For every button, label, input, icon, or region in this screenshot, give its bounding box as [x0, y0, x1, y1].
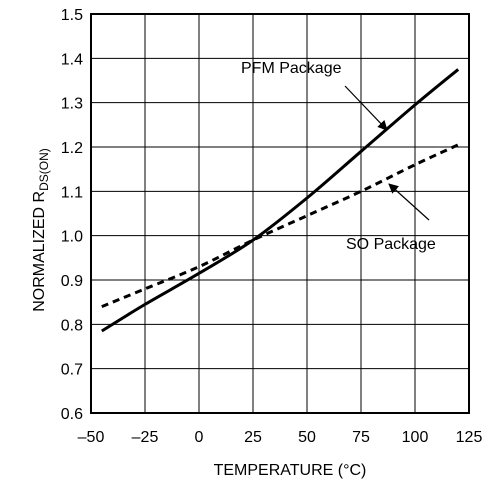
x-tick-label: 125 — [456, 429, 483, 446]
y-axis-label: NORMALIZED RDS(ON) — [31, 148, 51, 312]
y-tick-label: 0.9 — [61, 273, 83, 290]
x-tick-label: 50 — [298, 429, 316, 446]
y-tick-label: 0.7 — [61, 362, 83, 379]
annotation-arrow — [388, 183, 430, 221]
y-tick-label: 1.1 — [61, 184, 83, 201]
x-tick-label: –25 — [132, 429, 159, 446]
grid — [91, 14, 469, 413]
annotations: PFM Package SO Package — [241, 60, 436, 253]
y-tick-label: 1.4 — [61, 51, 83, 68]
annotation-so-package: SO Package — [346, 236, 436, 253]
y-tick-label: 1.5 — [61, 7, 83, 24]
y-tick-label: 0.6 — [61, 406, 83, 423]
x-tick-label: 75 — [352, 429, 370, 446]
y-tick-label: 0.8 — [61, 317, 83, 334]
y-axis-label-subscript: DS(ON) — [37, 148, 51, 191]
x-tick-label: 25 — [244, 429, 262, 446]
y-tick-label: 1.3 — [61, 96, 83, 113]
tick-labels: –50 –25 0 25 50 75 100 125 0.6 0.7 0.8 0.9 1.0 1.1 1.2… — [61, 7, 483, 446]
x-tick-label: 100 — [402, 429, 429, 446]
series-layer — [101, 68, 460, 333]
x-tick-label: –50 — [78, 429, 105, 446]
plot-frame — [90, 13, 470, 414]
y-tick-label: 1.2 — [61, 140, 83, 157]
y-axis-label-main: NORMALIZED R — [31, 191, 48, 312]
y-tick-label: 1.0 — [61, 229, 83, 246]
x-tick-label: 0 — [195, 429, 204, 446]
annotation-arrow — [344, 85, 388, 131]
annotation-pfm-package: PFM Package — [241, 60, 342, 77]
x-axis-label: TEMPERATURE (°C) — [214, 462, 367, 479]
series-line-so-package — [101, 143, 459, 308]
series-line-pfm-package — [101, 68, 460, 333]
